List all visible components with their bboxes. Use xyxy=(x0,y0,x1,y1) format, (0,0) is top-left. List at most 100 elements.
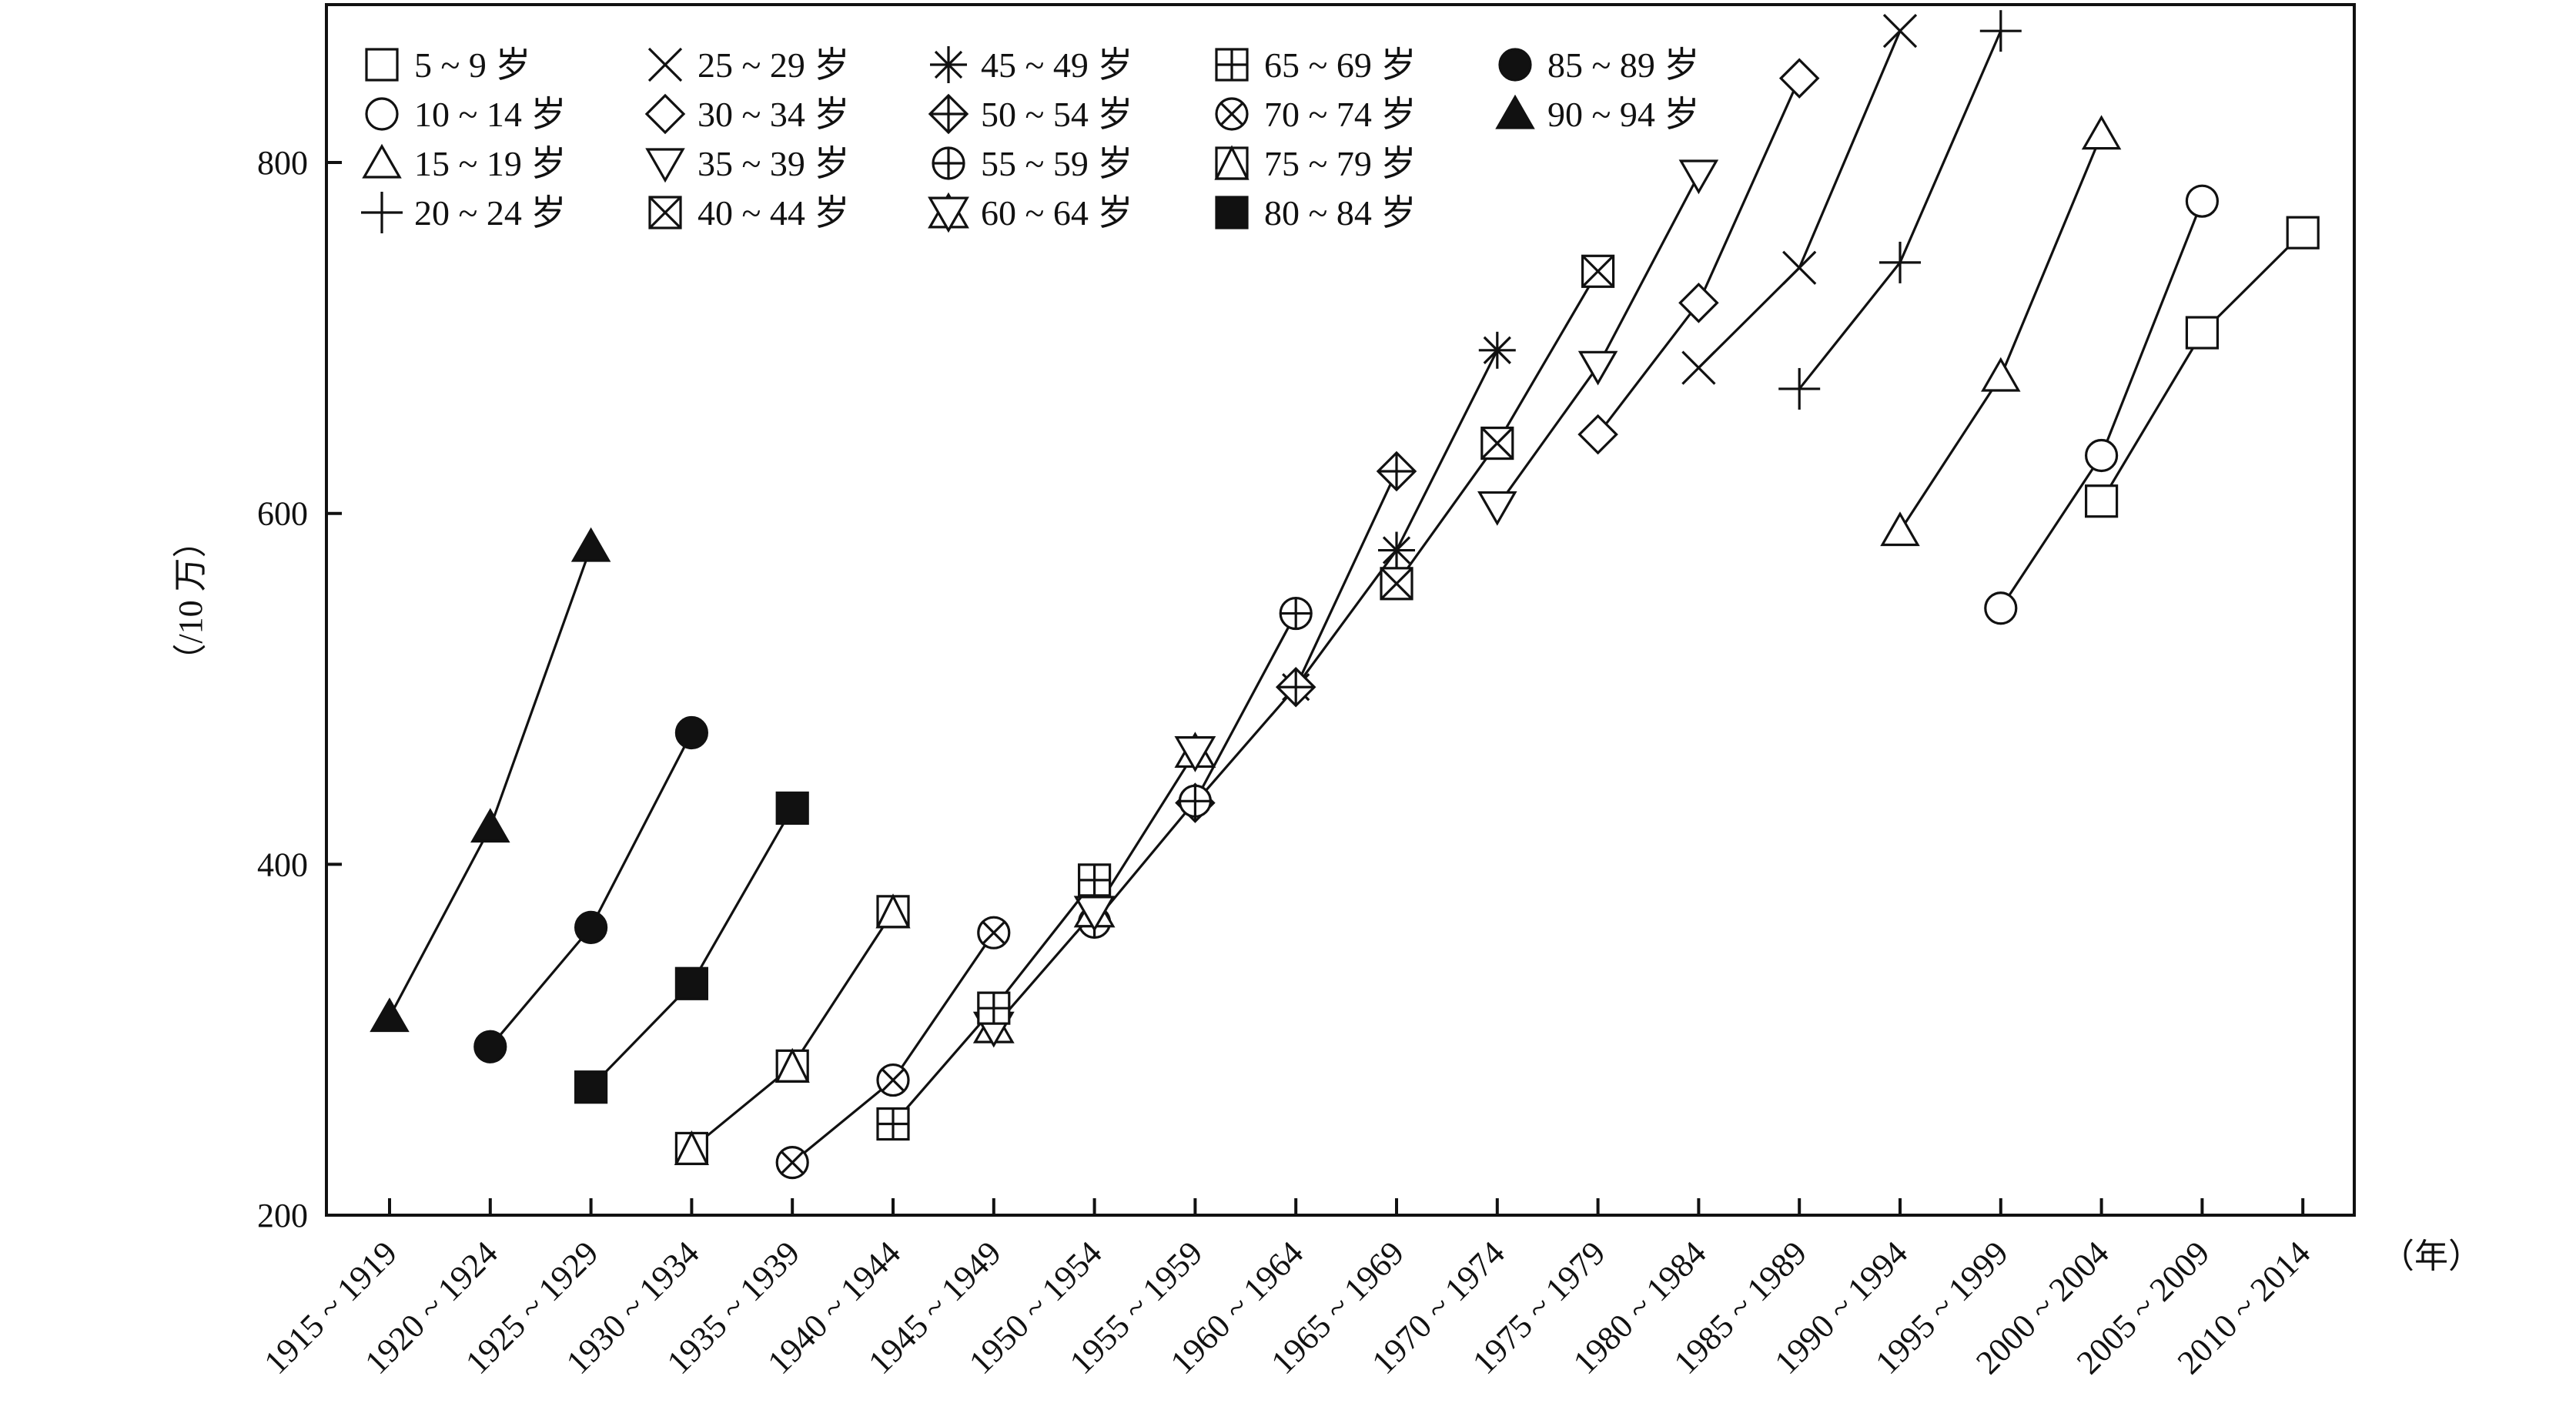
data-point xyxy=(1879,241,1921,283)
data-point xyxy=(1376,450,1417,492)
legend-marker xyxy=(361,192,403,233)
legend-marker xyxy=(928,192,969,233)
data-point xyxy=(674,1130,709,1166)
legend-label: 75 ~ 79 岁 xyxy=(1264,144,1416,183)
series-1 xyxy=(1984,184,2219,625)
data-point xyxy=(574,910,608,944)
legend-marker xyxy=(1214,145,1250,180)
legend-item: 40 ~ 44 岁 xyxy=(648,193,849,233)
series-14 xyxy=(674,893,911,1166)
data-point xyxy=(1678,283,1719,323)
legend-marker xyxy=(932,146,965,180)
legend-item: 90 ~ 94 岁 xyxy=(1495,94,1699,134)
legend: 5 ~ 9 岁 10 ~ 14 岁 15 ~ 19 岁 20 ~ 24 岁 25 ~ 2… xyxy=(361,45,1699,233)
data-point xyxy=(774,1047,810,1083)
legend-item: 85 ~ 89 岁 xyxy=(1498,45,1699,85)
data-point xyxy=(1678,159,1719,195)
series-2 xyxy=(1880,115,2122,547)
legend-marker xyxy=(362,143,402,179)
legend-item: 70 ~ 74 岁 xyxy=(1215,95,1416,134)
data-point xyxy=(1979,10,2022,52)
series-line xyxy=(388,546,593,1018)
series-line xyxy=(1294,350,1499,688)
data-point xyxy=(674,966,709,1000)
y-tick-label: 400 xyxy=(257,846,308,883)
series-12 xyxy=(876,863,1112,1141)
data-point xyxy=(574,1070,608,1104)
legend-label: 40 ~ 44 岁 xyxy=(698,193,849,233)
legend-marker xyxy=(647,47,683,82)
data-point xyxy=(1577,350,1618,386)
legend-marker xyxy=(928,93,969,135)
data-point xyxy=(1981,357,2021,392)
legend-label: 50 ~ 54 岁 xyxy=(981,95,1132,134)
data-point xyxy=(1077,863,1112,897)
legend-item: 50 ~ 54 岁 xyxy=(928,93,1132,135)
legend-item: 75 ~ 79 岁 xyxy=(1214,144,1416,183)
data-point xyxy=(977,916,1011,949)
data-point xyxy=(1778,58,1820,99)
data-point xyxy=(2085,484,2119,518)
data-point xyxy=(470,808,510,843)
data-point xyxy=(2185,184,2219,218)
legend-item: 15 ~ 19 岁 xyxy=(362,143,566,183)
series-0 xyxy=(2085,216,2320,518)
legend-item: 10 ~ 14 岁 xyxy=(365,95,566,134)
legend-item: 20 ~ 24 岁 xyxy=(361,192,566,233)
legend-item: 80 ~ 84 岁 xyxy=(1215,193,1416,233)
legend-label: 25 ~ 29 岁 xyxy=(698,45,849,85)
x-axis-label: （年） xyxy=(2380,1238,2482,1275)
series-3 xyxy=(1778,10,2022,410)
series-line xyxy=(489,732,693,1048)
y-tick-label: 200 xyxy=(257,1197,308,1234)
legend-item: 65 ~ 69 岁 xyxy=(1215,45,1416,85)
data-point xyxy=(1577,414,1618,455)
legend-item: 25 ~ 29 岁 xyxy=(647,45,849,85)
series-line xyxy=(1798,30,2002,390)
data-point xyxy=(570,527,611,562)
data-point xyxy=(977,991,1011,1025)
legend-label: 70 ~ 74 岁 xyxy=(1264,95,1416,134)
data-point xyxy=(1478,331,1516,369)
legend-label: 55 ~ 59 岁 xyxy=(981,144,1132,183)
data-point xyxy=(876,1107,910,1141)
data-point xyxy=(2081,115,2122,150)
series-line xyxy=(1194,471,1398,804)
data-point xyxy=(1778,367,1821,410)
series-16 xyxy=(473,715,709,1063)
series-layer xyxy=(370,10,2320,1180)
data-point xyxy=(1984,591,2018,625)
legend-marker xyxy=(1215,48,1249,82)
legend-label: 90 ~ 94 岁 xyxy=(1547,95,1699,134)
legend-label: 60 ~ 64 岁 xyxy=(981,193,1132,233)
legend-marker xyxy=(648,196,682,229)
data-point xyxy=(875,893,911,929)
legend-marker xyxy=(1498,48,1532,82)
data-point xyxy=(473,1030,507,1063)
series-4 xyxy=(1681,14,1918,385)
legend-label: 35 ~ 39 岁 xyxy=(698,144,849,183)
series-line xyxy=(590,807,794,1088)
data-point xyxy=(876,1063,910,1097)
legend-label: 85 ~ 89 岁 xyxy=(1547,45,1699,85)
legend-marker xyxy=(365,97,399,131)
legend-label: 80 ~ 84 岁 xyxy=(1264,193,1416,233)
y-axis-label: （/10 万） xyxy=(172,524,209,677)
y-tick-label: 600 xyxy=(257,495,308,533)
series-5 xyxy=(1577,58,1820,455)
series-line xyxy=(2100,232,2304,502)
legend-marker xyxy=(645,148,685,183)
data-point xyxy=(1178,784,1213,818)
data-point xyxy=(1279,596,1313,631)
series-11 xyxy=(972,732,1216,1048)
data-point xyxy=(1275,666,1316,708)
legend-item: 30 ~ 34 岁 xyxy=(644,93,849,135)
data-point xyxy=(674,715,709,750)
data-point xyxy=(1378,531,1415,569)
series-17 xyxy=(370,527,611,1033)
legend-label: 15 ~ 19 岁 xyxy=(414,144,566,183)
legend-marker xyxy=(365,48,399,82)
y-tick-label: 800 xyxy=(257,144,308,182)
